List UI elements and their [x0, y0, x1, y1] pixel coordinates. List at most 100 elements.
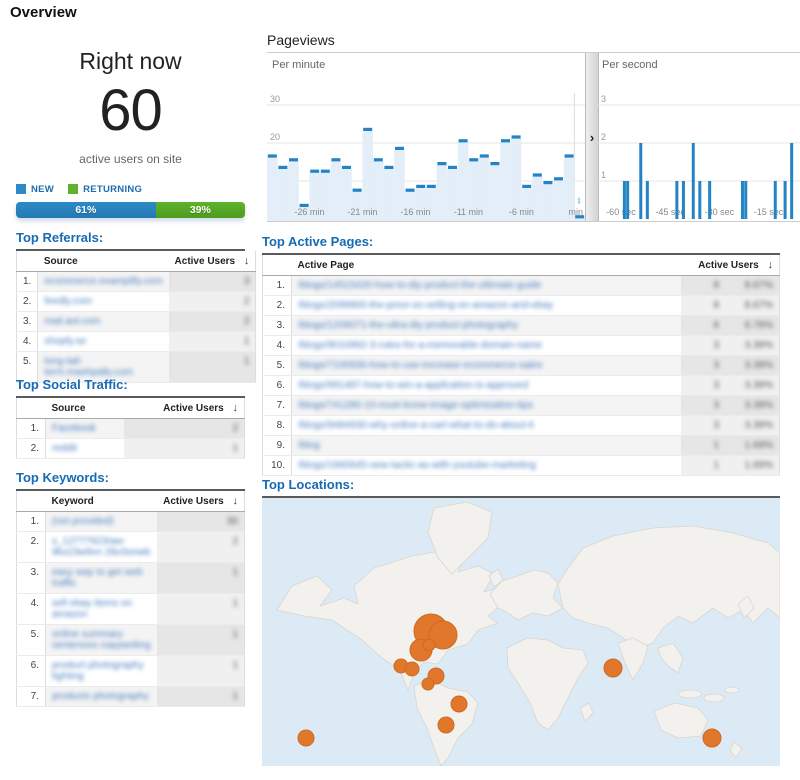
location-dot[interactable]	[428, 620, 458, 650]
redacted-link[interactable]: online summary sentences copywriting	[52, 629, 151, 651]
table-row: 4. sell ebay items on amazon 1	[16, 593, 245, 625]
redacted-percent: 3.39%	[744, 420, 773, 431]
minute-bar	[310, 169, 320, 173]
redacted-link[interactable]: products photography	[52, 691, 149, 702]
second-bar[interactable]	[698, 181, 702, 219]
chart-splitter-handle[interactable]: ›	[585, 53, 599, 221]
redacted-count: 1	[232, 660, 238, 671]
location-dot[interactable]	[404, 661, 420, 677]
row-number: 3.	[16, 562, 46, 594]
second-bar[interactable]	[708, 181, 712, 219]
redacted-count: 1	[713, 440, 719, 451]
top-active-pages-table: Active Page Active Users ↓ 1. /blogs/145154…	[262, 255, 780, 476]
minute-bar	[278, 165, 288, 169]
sort-descending-icon: ↓	[232, 495, 239, 507]
per-second-chart[interactable]: 1 2 3 -60 sec -45 sec -30 sec -15 sec	[597, 53, 800, 221]
second-bar[interactable]	[740, 181, 744, 219]
row-number: 1.	[16, 271, 39, 292]
col-active-users[interactable]: Active Users ↓	[168, 251, 256, 272]
redacted-link[interactable]: /blogs/7100936-how-to-use-increase-ecomm…	[298, 360, 543, 371]
second-bar[interactable]	[744, 181, 748, 219]
redacted-link[interactable]: /blogs/9010992-3-rules-for-a-memorable-d…	[298, 340, 543, 351]
legend-new-label: NEW	[31, 183, 55, 195]
location-dot[interactable]	[603, 658, 623, 678]
second-bar[interactable]	[790, 143, 794, 219]
second-bar[interactable]	[773, 181, 777, 219]
second-bar[interactable]	[681, 181, 685, 219]
second-bar[interactable]	[691, 143, 695, 219]
minute-bar	[320, 169, 330, 173]
redacted-link[interactable]: product photography lighting	[52, 660, 144, 682]
top-keywords-table: Keyword Active Users ↓ 1. (not provided) 30 2…	[16, 491, 245, 707]
redacted-link[interactable]: feedly.com	[44, 296, 92, 307]
minute-bar	[416, 184, 426, 188]
location-dot[interactable]	[437, 716, 455, 734]
col-social-text: Source	[45, 398, 124, 419]
row-text-cell: online summary sentences copywriting	[45, 624, 158, 656]
per-minute-chart[interactable]: 102030-26 min-21 min-16 min-11 min-6 min…	[267, 53, 585, 221]
location-dot[interactable]	[702, 728, 722, 748]
returning-bar-segment: 39%	[155, 201, 245, 218]
y-axis-tick: 20	[270, 132, 280, 142]
location-dot[interactable]	[421, 677, 435, 691]
redacted-link[interactable]: sell ebay items on amazon	[52, 598, 133, 620]
redacted-link[interactable]: /blogs/1209071-the-ultra-diy-product-pho…	[298, 320, 519, 331]
redacted-link[interactable]: /blogs/991487-how-to-win-a-application-i…	[298, 380, 529, 391]
world-map[interactable]	[262, 498, 781, 767]
redacted-link[interactable]: /blog	[298, 440, 320, 451]
redacted-link[interactable]: /blogs/2099900-the-price-on-selling-on-a…	[298, 300, 554, 311]
redacted-count: 2	[243, 296, 250, 307]
top-active-pages-title: Top Active Pages:	[262, 234, 374, 249]
minute-bar	[267, 154, 277, 158]
row-text-cell: product photography lighting	[45, 655, 158, 687]
row-number: 5.	[262, 355, 292, 376]
sort-descending-icon: ↓	[767, 259, 774, 271]
redacted-link[interactable]: s_12777923/aw-9kx23w9vn 28x3onwb	[52, 536, 151, 558]
minute-area	[288, 161, 299, 221]
redacted-link[interactable]: mail.aol.com	[44, 316, 101, 327]
second-bar[interactable]	[639, 143, 643, 219]
second-bar[interactable]	[783, 181, 787, 219]
chevron-right-icon: ›	[589, 129, 595, 145]
second-bar[interactable]	[645, 181, 649, 219]
current-minute-value: 1	[577, 198, 581, 205]
active-users-cell: 1 1.69%	[681, 455, 780, 476]
redacted-link[interactable]: shopfy.se	[44, 336, 87, 347]
row-number: 1.	[262, 275, 292, 296]
redacted-link[interactable]: ecommerce.examplify.com	[44, 276, 163, 287]
redacted-link[interactable]: /blogs/14515420-how-to-diy-product-the-u…	[298, 280, 542, 291]
col-active-users[interactable]: Active Users ↓	[157, 491, 245, 512]
redacted-link[interactable]: (not provided)	[52, 516, 114, 527]
minute-bar	[469, 158, 479, 162]
location-dot[interactable]	[450, 695, 468, 713]
table-row: 6. /blogs/991487-how-to-win-a-application…	[262, 375, 780, 396]
minute-bar	[501, 139, 510, 143]
redacted-link[interactable]: Facebook	[52, 423, 96, 434]
redacted-link[interactable]: long-tail-term.mashpally.com	[44, 356, 134, 378]
active-users-cell: 3	[168, 271, 256, 292]
redacted-link[interactable]: reddit	[52, 443, 78, 454]
redacted-link[interactable]: /blogs/741280-10-must-know-image-optimiz…	[298, 400, 534, 411]
minute-bar	[289, 158, 298, 162]
second-bar[interactable]	[626, 181, 630, 219]
col-active-users[interactable]: Active Users ↓	[123, 398, 245, 419]
minute-area	[447, 168, 458, 221]
row-text-cell: sell ebay items on amazon	[45, 593, 158, 625]
redacted-link[interactable]: /blogs/1960645-new-tactic-as-with-youtub…	[298, 460, 536, 471]
col-active-users[interactable]: Active Users ↓	[681, 255, 780, 276]
location-dot[interactable]	[297, 729, 315, 747]
row-number: 1.	[16, 418, 46, 439]
right-now-card: Right now 60 active users on site NEW RE…	[16, 40, 245, 218]
minute-area	[320, 172, 331, 221]
location-dot[interactable]	[422, 638, 436, 652]
x-axis-tick: -30 sec	[705, 207, 735, 217]
second-bar[interactable]	[622, 181, 626, 219]
minute-area	[468, 161, 479, 221]
redacted-link[interactable]: /blogs/9484930-why-online-a-cart-what-to…	[298, 420, 534, 431]
minute-bar	[299, 203, 309, 207]
minute-bar	[363, 127, 373, 131]
redacted-link[interactable]: easy way to get web traffic	[52, 567, 143, 589]
col-number	[16, 491, 46, 512]
redacted-count: 8	[713, 300, 719, 311]
second-bar[interactable]	[675, 181, 679, 219]
